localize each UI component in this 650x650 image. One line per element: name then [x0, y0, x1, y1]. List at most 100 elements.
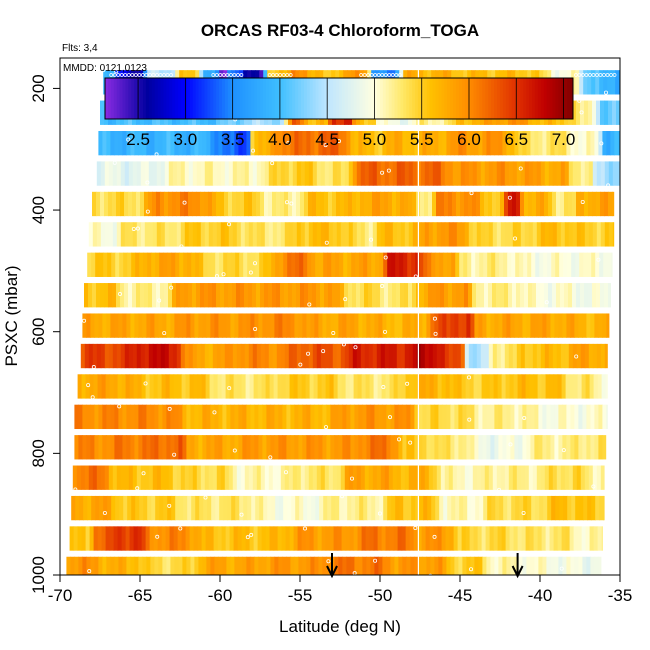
heatmap-cell — [216, 222, 222, 247]
heatmap-cell — [577, 374, 583, 399]
heatmap-cell — [250, 556, 255, 575]
heatmap-cell — [453, 526, 459, 551]
heatmap-cell — [584, 222, 590, 247]
heatmap-cell — [126, 404, 131, 430]
heatmap-cell — [240, 465, 246, 490]
heatmap-cell — [240, 283, 245, 308]
sample-marker — [508, 442, 513, 447]
heatmap-cell — [468, 283, 473, 308]
heatmap-cell — [148, 343, 154, 369]
heatmap-cell — [495, 581, 500, 605]
heatmap-cell — [388, 191, 393, 217]
heatmap-cell — [336, 191, 341, 217]
colorbar-cell — [131, 78, 135, 119]
heatmap-cell — [572, 161, 578, 186]
heatmap-cell — [467, 495, 472, 521]
heatmap-cell — [480, 161, 486, 186]
heatmap-cell — [468, 222, 474, 247]
heatmap-cell — [414, 556, 419, 575]
sample-marker — [249, 532, 254, 537]
heatmap-cell — [442, 313, 447, 338]
sample-marker — [169, 285, 174, 290]
heatmap-cell — [312, 222, 318, 247]
heatmap-cell — [266, 435, 271, 460]
heatmap-cell — [372, 283, 377, 308]
heatmap-cell — [239, 495, 244, 521]
sample-marker — [573, 73, 578, 77]
heatmap-cell — [442, 130, 447, 156]
heatmap-cell — [173, 374, 179, 399]
heatmap-cell — [558, 130, 563, 156]
heatmap-cell — [474, 313, 479, 338]
heatmap-cell — [177, 526, 183, 551]
heatmap-cell — [198, 404, 203, 430]
heatmap-cell — [515, 495, 520, 521]
heatmap-cell — [594, 556, 599, 575]
sample-marker — [581, 73, 585, 77]
heatmap-cell — [330, 435, 335, 460]
heatmap-cell — [595, 495, 600, 521]
heatmap-cell — [226, 404, 231, 430]
heatmap-cell — [221, 526, 227, 551]
heatmap-cell — [254, 435, 259, 460]
heatmap-cell — [427, 252, 432, 277]
heatmap-cell — [459, 252, 464, 277]
sample-marker — [82, 318, 87, 323]
heatmap-cell — [128, 343, 134, 369]
heatmap-cell — [476, 191, 481, 217]
heatmap-cell — [437, 374, 443, 399]
heatmap-cell — [109, 374, 115, 399]
heatmap-cell — [328, 343, 334, 369]
colorbar-cell — [406, 78, 410, 119]
heatmap-cell — [232, 343, 238, 369]
heatmap-cell — [444, 283, 449, 308]
heatmap-cell — [503, 252, 508, 277]
heatmap-cell — [590, 435, 595, 460]
heatmap-cell — [222, 130, 227, 156]
heatmap-cell — [546, 313, 551, 338]
colorbar-cell — [300, 78, 305, 119]
heatmap-cell — [604, 191, 609, 217]
sample-marker — [387, 73, 392, 77]
heatmap-cell — [358, 130, 363, 156]
colorbar-cell — [160, 78, 164, 119]
heatmap-cell — [384, 465, 390, 490]
heatmap-cell — [335, 495, 340, 521]
colorbar-cell — [289, 78, 293, 119]
heatmap-cell — [288, 343, 294, 369]
heatmap-cell — [206, 404, 211, 430]
sample-marker — [221, 272, 226, 277]
heatmap-cell — [510, 404, 515, 430]
heatmap-cell — [142, 556, 147, 575]
heatmap-cell — [582, 313, 587, 338]
heatmap-cell — [273, 526, 279, 551]
heatmap-cell — [96, 222, 102, 247]
heatmap-cell — [376, 191, 381, 217]
heatmap-cell — [294, 556, 299, 575]
heatmap-cell — [570, 556, 575, 575]
heatmap-cell — [448, 161, 454, 186]
heatmap-cell — [293, 526, 299, 551]
colorbar-tick-label: 3.5 — [221, 130, 245, 149]
heatmap-cell — [248, 465, 254, 490]
heatmap-cell — [397, 526, 403, 551]
heatmap-cell — [308, 283, 313, 308]
heatmap-cell — [398, 313, 403, 338]
heatmap-cell — [110, 313, 115, 338]
sample-marker — [561, 448, 566, 453]
heatmap-cell — [87, 495, 92, 521]
colorbar-cell — [324, 78, 328, 119]
heatmap-cell — [469, 526, 475, 551]
heatmap-cell — [423, 495, 428, 521]
heatmap-cell — [120, 343, 126, 369]
heatmap-cell — [410, 556, 415, 575]
heatmap-cell — [592, 343, 598, 369]
heatmap-cell — [154, 556, 159, 575]
heatmap-cell — [344, 191, 349, 217]
heatmap-cell — [492, 222, 498, 247]
heatmap-cell — [298, 404, 303, 430]
heatmap-cell — [106, 435, 111, 460]
colorbar-cell — [157, 78, 162, 119]
heatmap-cell — [308, 191, 313, 217]
heatmap-cell — [140, 283, 145, 308]
